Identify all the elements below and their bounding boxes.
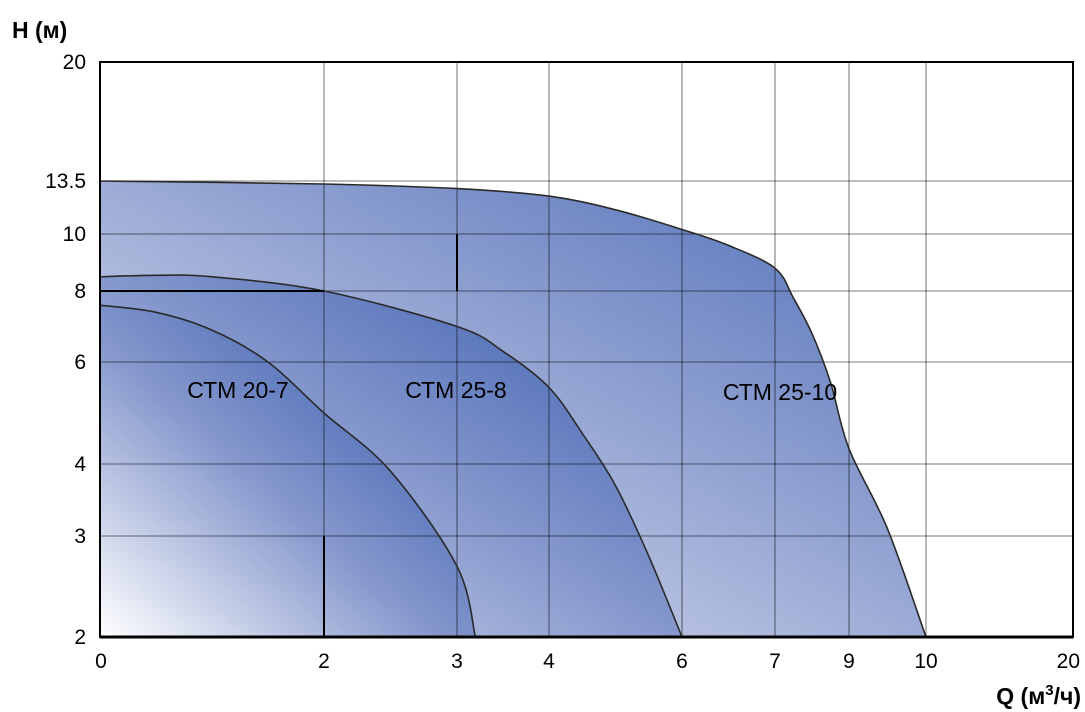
y-tick-label-0: 20 [63,51,86,74]
series-area-2 [100,305,476,637]
y-tick-label-6: 3 [74,525,86,548]
y-tick-labels: 20 13.5 10 8 6 4 3 2 [45,51,86,649]
series-labels: СТМ 25-10 СТМ 25-8 СТМ 20-7 [187,377,837,405]
reference-marks [100,234,458,637]
y-tick-label-3: 8 [74,280,86,303]
x-tick-label-3: 4 [543,650,555,673]
x-tick-label-4: 6 [676,650,688,673]
series-outlines [99,180,927,638]
y-tick-label-7: 2 [74,626,86,649]
x-tick-labels: 0 2 3 4 6 7 9 10 20 [95,650,1080,673]
series-areas [100,181,926,637]
series-label-2: СТМ 20-7 [187,377,288,403]
plot-area [99,61,1074,639]
x-tick-label-5: 7 [769,650,781,673]
series-curve-1 [99,274,683,638]
series-label-1: СТМ 25-8 [405,377,506,403]
x-tick-label-8: 20 [1057,650,1080,673]
y-tick-label-4: 6 [74,351,86,374]
series-curve-0 [99,180,927,638]
x-axis-title-tail: /ч) [1054,683,1081,709]
y-tick-label-5: 4 [74,453,86,476]
y-tick-label-1: 13.5 [45,170,86,193]
x-tick-label-1: 2 [318,650,330,673]
y-tick-label-2: 10 [63,223,86,246]
y-axis-title: H (м) [12,17,67,43]
x-tick-label-2: 3 [451,650,463,673]
x-axis-title: Q (м3/ч) [996,682,1081,709]
series-label-0: СТМ 25-10 [723,379,837,405]
x-tick-label-0: 0 [95,650,107,673]
x-tick-label-6: 9 [843,650,855,673]
x-tick-label-7: 10 [914,650,937,673]
x-axis-title-sup: 3 [1045,682,1053,699]
x-axis-title-main: Q (м [996,683,1045,709]
series-curve-2 [99,304,477,638]
